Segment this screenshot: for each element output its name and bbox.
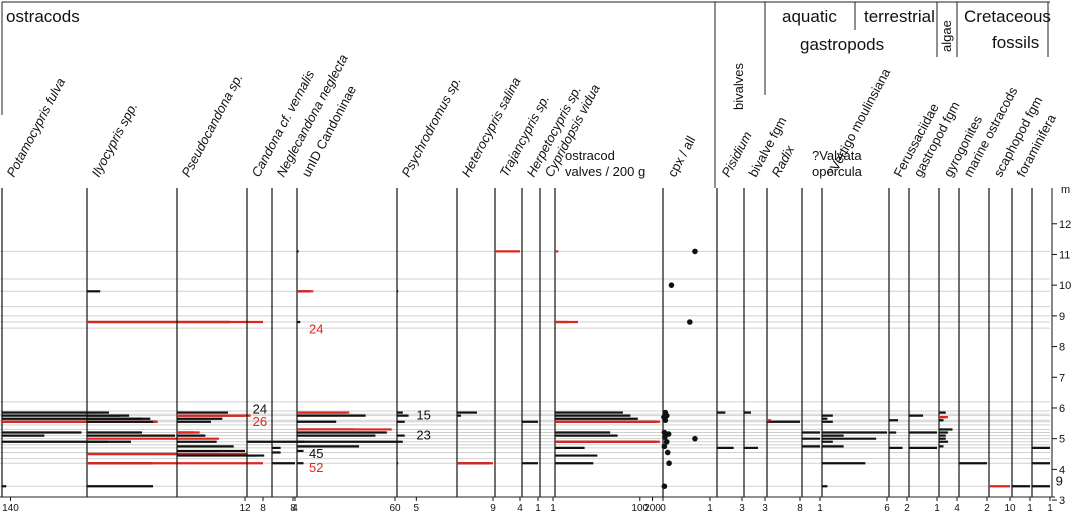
ratio-dot bbox=[668, 282, 675, 288]
axis-tick-label: 10 bbox=[1004, 503, 1016, 512]
panel-unnamed: 91 bbox=[1031, 188, 1063, 512]
panel-cpx-all: cpx / all 0 1 bbox=[660, 133, 713, 512]
axis-tick-label: 0 bbox=[660, 503, 666, 512]
depth-tick-label: 3 bbox=[1059, 495, 1065, 507]
group-label-gastropods: gastropods bbox=[800, 35, 884, 54]
species-label: Pseudocandona sp. bbox=[178, 71, 245, 180]
value-annotation: 26 bbox=[253, 414, 267, 429]
depth-gridlines bbox=[0, 250, 1055, 498]
species-label: Potamocypris fulva bbox=[3, 75, 68, 179]
value-annotation: 45 bbox=[309, 446, 323, 461]
species-label: ?Valvata bbox=[812, 148, 862, 163]
group-headers: ostracods bivalves aquatic terrestrial g… bbox=[1, 1, 1051, 188]
axis-tick-label: 5 bbox=[414, 503, 420, 512]
axis-tick-label: 100 bbox=[631, 503, 648, 512]
group-label-terrestrial: terrestrial bbox=[864, 7, 935, 26]
species-label: Psychrodromus sp. bbox=[398, 74, 463, 179]
ratio-dot bbox=[663, 438, 670, 445]
axis-tick-label: 60 bbox=[389, 503, 401, 512]
species-label: ostracod bbox=[565, 148, 615, 163]
ratio-dot bbox=[662, 434, 668, 440]
ratio-dot bbox=[662, 417, 669, 424]
axis-tick-label: 3 bbox=[739, 503, 745, 512]
depth-tick-label: 8 bbox=[1059, 342, 1065, 354]
axis-tick-label: 3 bbox=[762, 503, 768, 512]
species-label: opercula bbox=[812, 164, 863, 179]
value-annotation: 52 bbox=[309, 460, 323, 475]
axis-tick-label: 9 bbox=[490, 503, 496, 512]
group-label-cretaceous: Cretaceous bbox=[964, 7, 1051, 26]
axis-tick-label: 4 bbox=[292, 503, 298, 512]
axis-tick-label: 200 bbox=[644, 503, 661, 512]
ratio-dot bbox=[692, 248, 698, 255]
axis-tick-label: 2 bbox=[904, 503, 910, 512]
depth-tick-label: 12 bbox=[1059, 219, 1071, 231]
axis-tick-label: 1 bbox=[934, 503, 940, 512]
panel-potamocypris-fulva: Potamocypris fulva 140 bbox=[1, 75, 158, 512]
species-label: cpx / all bbox=[664, 133, 698, 179]
axis-tick-label: 12 bbox=[239, 503, 251, 512]
value-annotation: 15 bbox=[416, 408, 430, 423]
axis-tick-label: 4 bbox=[517, 503, 523, 512]
value-annotation: 24 bbox=[309, 322, 323, 337]
depth-tick-label: 4 bbox=[1059, 464, 1065, 476]
axis-tick-label: 1 bbox=[707, 503, 713, 512]
group-label-ostracods: ostracods bbox=[6, 7, 80, 26]
axis-tick-label: 8 bbox=[290, 503, 296, 512]
depth-axis-unit: m bbox=[1061, 184, 1070, 196]
depth-tick-label: 7 bbox=[1059, 372, 1065, 384]
ratio-dot bbox=[661, 443, 668, 450]
axis-tick-label: 8 bbox=[260, 503, 266, 512]
axis-tick-label: 2 bbox=[984, 503, 990, 512]
axis-tick-label: 1 bbox=[1027, 503, 1033, 512]
axis-tick-label: 1 bbox=[550, 503, 556, 512]
value-annotation: 24 bbox=[253, 402, 267, 417]
group-label-fossils: fossils bbox=[992, 33, 1039, 52]
axis-tick-label: 8 bbox=[797, 503, 803, 512]
ratio-dot bbox=[666, 460, 672, 467]
axis-tick-label: 1 bbox=[1047, 503, 1053, 512]
value-annotation: 9 bbox=[1056, 474, 1063, 489]
depth-axis: m 3 4 5 6 7 8 9 10 11 12 bbox=[1051, 184, 1071, 507]
ratio-dot bbox=[686, 319, 693, 325]
species-label: valves / 200 g bbox=[565, 164, 645, 179]
axis-tick-label: 1 bbox=[535, 503, 541, 512]
depth-tick-label: 9 bbox=[1059, 311, 1065, 323]
depth-tick-label: 11 bbox=[1059, 249, 1070, 261]
axis-tick-label: 140 bbox=[2, 503, 19, 512]
group-label-bivalves: bivalves bbox=[731, 63, 746, 110]
ratio-dot bbox=[661, 429, 668, 436]
group-label-algae: algae bbox=[939, 20, 954, 52]
axis-tick-label: 4 bbox=[954, 503, 960, 512]
ratio-dot bbox=[661, 483, 668, 490]
value-annotation: 23 bbox=[416, 428, 430, 443]
species-label: Ilyocypris spp. bbox=[88, 100, 140, 180]
depth-tick-label: 6 bbox=[1059, 403, 1065, 415]
axis-tick-label: 6 bbox=[884, 503, 890, 512]
ratio-dot bbox=[692, 435, 698, 442]
group-label-aquatic: aquatic bbox=[782, 7, 837, 26]
ratio-dot bbox=[664, 449, 671, 456]
depth-tick-label: 5 bbox=[1059, 434, 1065, 446]
axis-tick-label: 1 bbox=[817, 503, 823, 512]
panel-psychrodromus-sp: Psychrodromus sp. 15 23 5 bbox=[396, 74, 464, 512]
ratio-dot bbox=[665, 431, 672, 437]
depth-tick-label: 10 bbox=[1059, 280, 1071, 292]
